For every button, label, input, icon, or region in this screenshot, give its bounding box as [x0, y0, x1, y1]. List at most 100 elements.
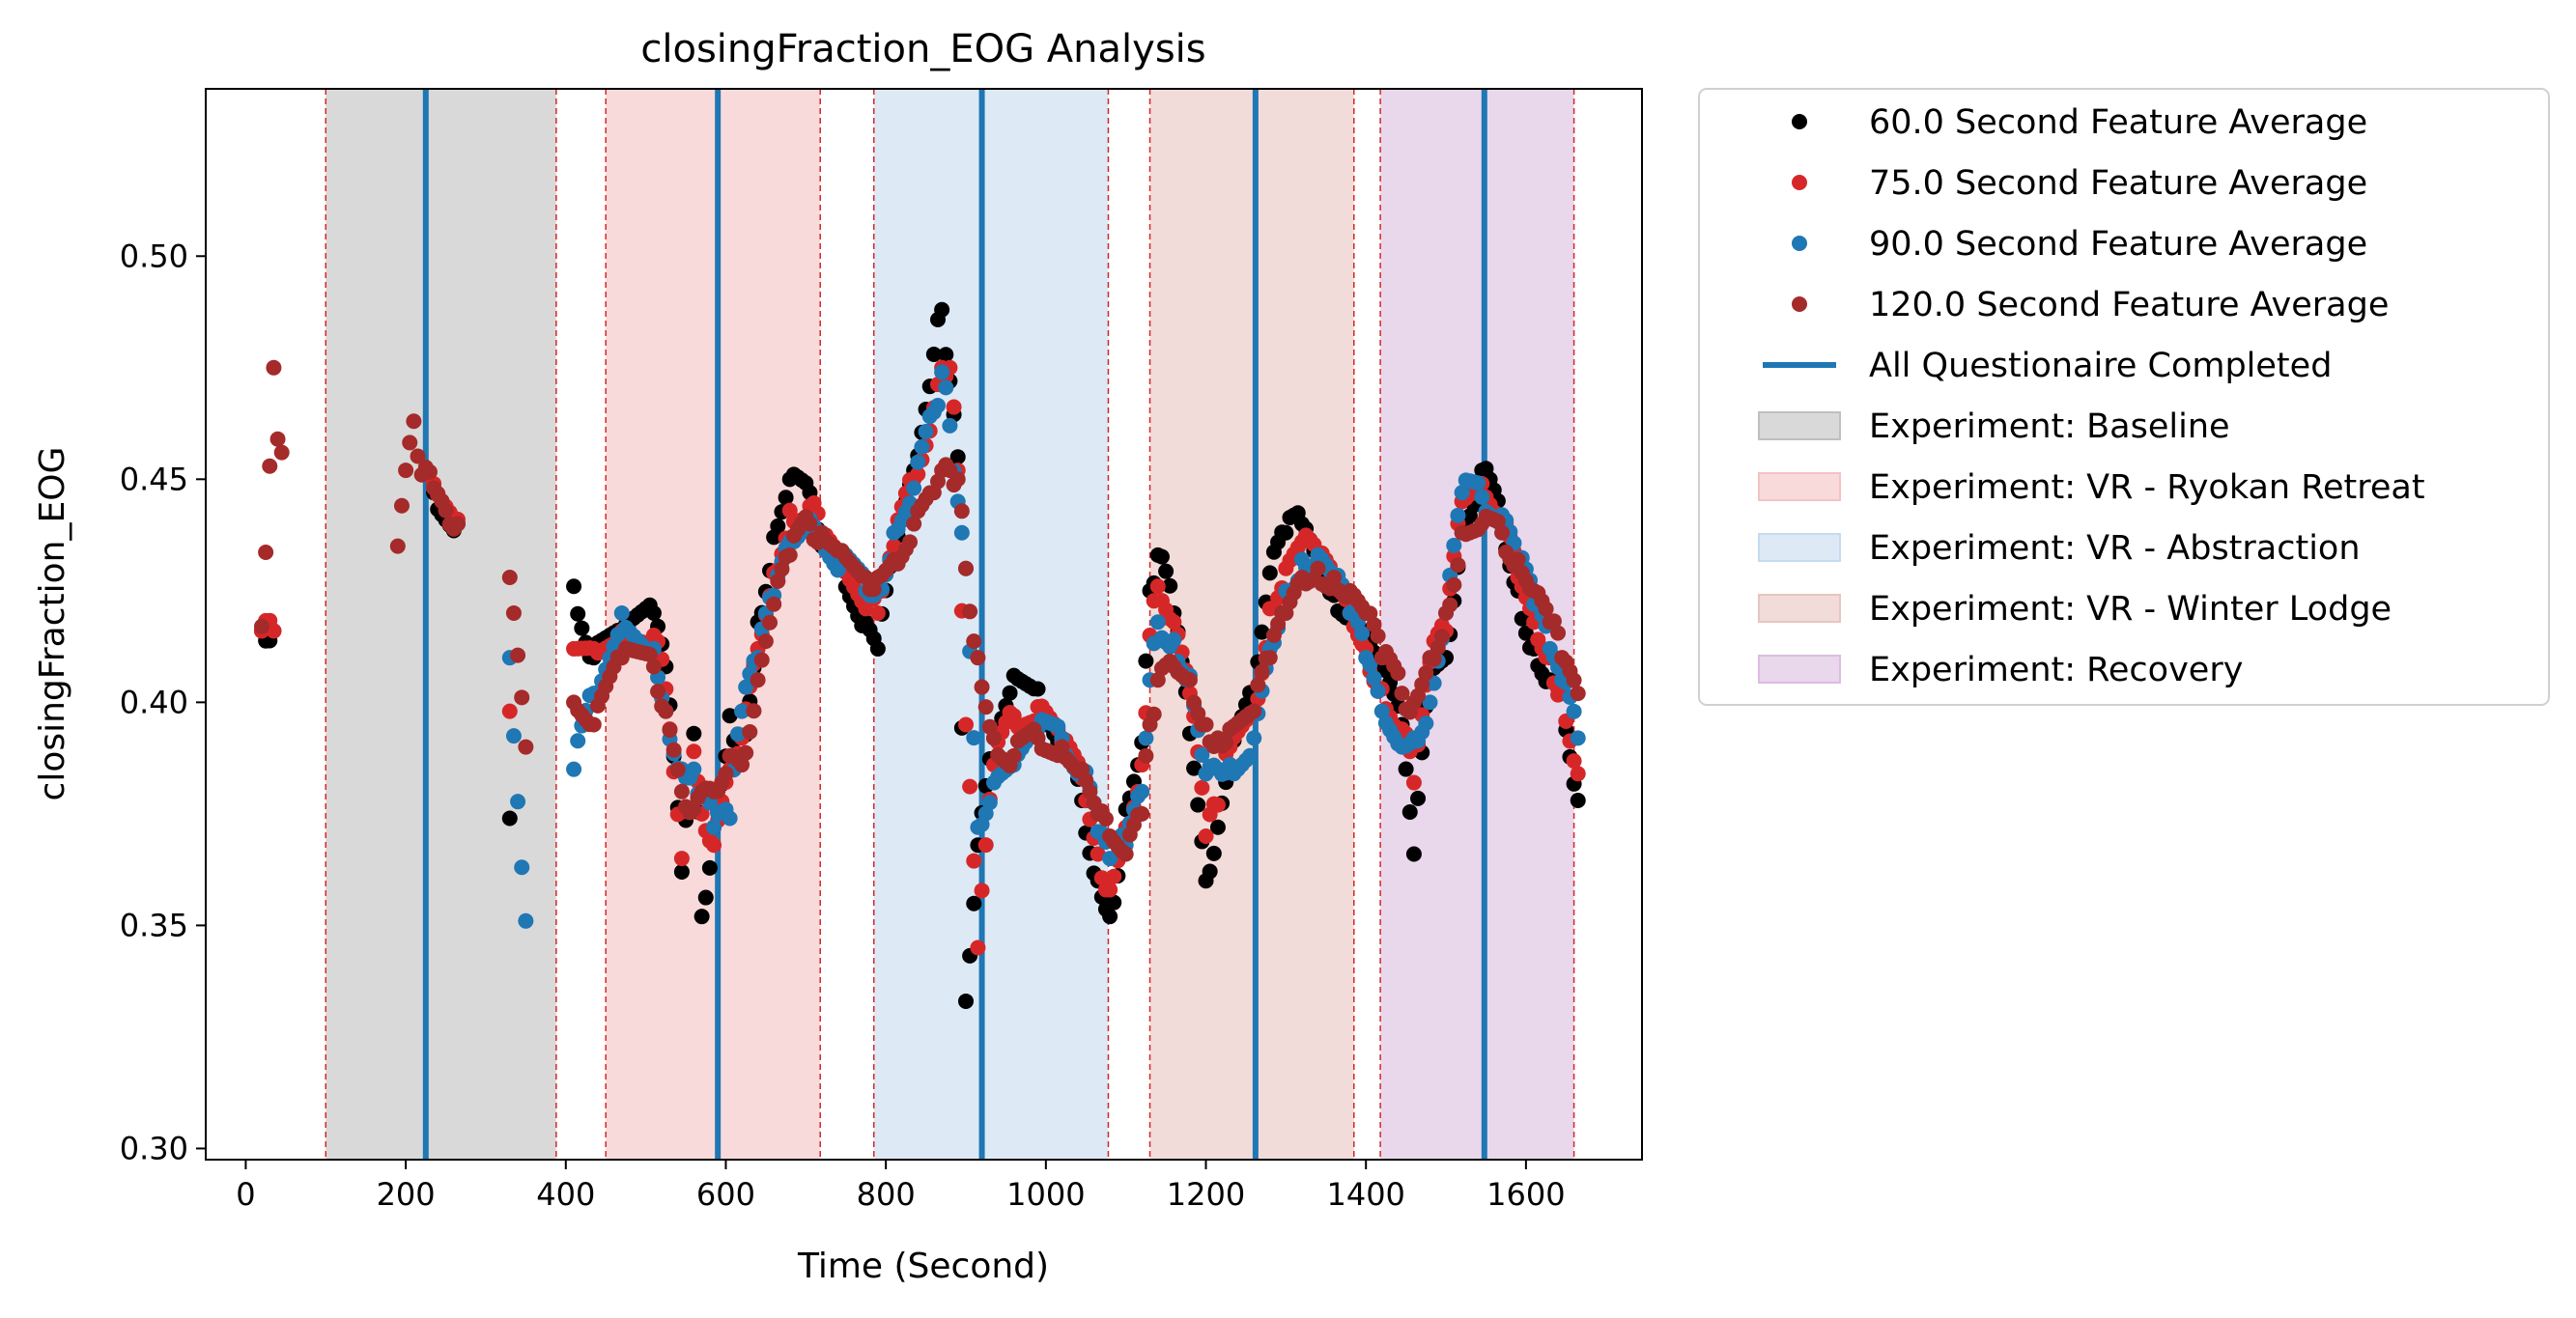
legend-label-series-3: 120.0 Second Feature Average: [1869, 286, 2389, 324]
series-3-point-48: [650, 684, 666, 700]
experiment-span-1: [606, 89, 821, 1160]
series-1-point-147: [1106, 868, 1122, 884]
series-2-point-202: [1354, 625, 1371, 641]
series-3-point-78: [770, 573, 786, 589]
series-3-point-46: [641, 646, 658, 662]
series-1-point-158: [1149, 578, 1166, 595]
series-3-point-185: [1198, 716, 1214, 733]
series-3-point-86: [802, 516, 818, 532]
chart-title: closingFraction_EOG Analysis: [640, 27, 1205, 71]
series-2-point-91: [910, 454, 926, 470]
legend-marker-series-0: [1792, 114, 1807, 129]
x-tick-label-7: 1400: [1326, 1176, 1404, 1213]
series-2-point-218: [1418, 715, 1434, 732]
series-1-point-263: [1570, 766, 1586, 782]
series-3-point-22: [501, 569, 518, 585]
y-tick-label-4: 0.50: [120, 238, 188, 274]
series-0-point-161: [1162, 577, 1178, 594]
series-3-point-278: [1570, 686, 1586, 702]
series-3-point-76: [762, 614, 778, 631]
series-0-point-168: [1190, 797, 1206, 813]
series-3-point-273: [1550, 625, 1567, 641]
experiment-span-3: [1149, 89, 1354, 1160]
series-1-point-107: [946, 399, 962, 415]
series-3-point-4: [269, 431, 286, 447]
series-3-point-127: [966, 633, 982, 650]
series-2-point-204: [1362, 657, 1378, 673]
series-0-point-186: [1261, 565, 1278, 581]
series-0-point-108: [949, 449, 966, 465]
series-1-point-112: [966, 853, 982, 869]
series-3: [253, 359, 1586, 862]
legend-frame: [1698, 88, 2550, 706]
legend-label-span-3: Experiment: VR - Winter Lodge: [1869, 590, 2392, 629]
series-1-point-98: [910, 466, 926, 483]
series-2-point-44: [722, 810, 738, 827]
series-2-point-1: [505, 728, 522, 744]
legend-label-span-4: Experiment: Recovery: [1869, 651, 2243, 689]
series-0-point-14: [574, 620, 590, 636]
x-tick-label-5: 1000: [1006, 1176, 1085, 1213]
series-3-point-137: [1005, 747, 1022, 764]
series-0-point-51: [722, 708, 738, 724]
series-3-point-100: [858, 569, 874, 585]
series-3-point-246: [1442, 597, 1458, 613]
y-tick-label-1: 0.35: [120, 907, 188, 943]
series-3-point-21: [449, 516, 466, 532]
legend-marker-span-2: [1758, 533, 1841, 562]
series-0-point-104: [934, 301, 950, 318]
x-tick-label-4: 800: [857, 1176, 916, 1213]
y-tick-label-2: 0.40: [120, 684, 188, 720]
series-0-point-105: [938, 347, 954, 363]
series-0-point-39: [673, 863, 690, 880]
series-1-point-113: [970, 939, 986, 956]
series-0-point-147: [1106, 894, 1122, 911]
series-2-point-109: [981, 795, 998, 811]
legend-marker-span-1: [1758, 472, 1841, 501]
series-2-point-17: [613, 604, 630, 621]
plot-area-frame: [205, 88, 1643, 1161]
x-tick-label-2: 400: [536, 1176, 595, 1213]
series-3-point-248: [1450, 557, 1466, 574]
series-3-point-263: [1510, 551, 1526, 568]
series-3-point-124: [953, 503, 970, 519]
series-2-point-46: [729, 726, 746, 743]
series-0-point-184: [1254, 624, 1270, 640]
series-3-point-70: [738, 744, 754, 761]
series-2-point-47: [734, 703, 750, 719]
series-3-point-228: [1370, 628, 1386, 644]
y-tick-label-3: 0.45: [120, 461, 188, 497]
series-3-point-6: [389, 538, 406, 554]
series-1-point-169: [1194, 779, 1210, 796]
series-0-point-128: [1030, 681, 1046, 697]
series-2-point-105: [966, 730, 982, 746]
series-2-point-93: [918, 424, 934, 440]
series-1-point-222: [1405, 774, 1422, 791]
series-3-point-77: [766, 596, 782, 612]
series-2-point-92: [914, 438, 930, 455]
series-1-point-3: [266, 623, 282, 639]
series-3-point-24: [510, 647, 526, 663]
series-0-point-32: [645, 604, 662, 621]
series-3-point-18: [438, 502, 454, 519]
series-0-point-160: [1158, 563, 1175, 579]
series-3-point-81: [781, 547, 798, 563]
series-1-point-146: [1102, 882, 1118, 898]
series-2-point-226: [1450, 507, 1466, 523]
series-1-point-39: [673, 851, 690, 867]
series-0-point-88: [869, 640, 886, 657]
x-axis: 0 200 400 600 800 1000 1200 1400 1600: [236, 1160, 1566, 1213]
series-3-point-9: [402, 435, 418, 451]
series-2-point-175: [1246, 730, 1262, 746]
series-3-point-129: [974, 679, 990, 695]
series-0-point-112: [966, 895, 982, 911]
series-0-point-46: [701, 859, 718, 876]
series-3-point-244: [1433, 629, 1450, 645]
series-3-point-234: [1394, 686, 1410, 702]
series-0-point-155: [1138, 653, 1154, 669]
series-3-point-2: [262, 458, 278, 474]
series-3-point-102: [865, 581, 882, 598]
series-3-point-165: [1118, 846, 1134, 862]
series-3-point-0: [253, 618, 269, 634]
series-2-point-126: [1050, 718, 1066, 735]
